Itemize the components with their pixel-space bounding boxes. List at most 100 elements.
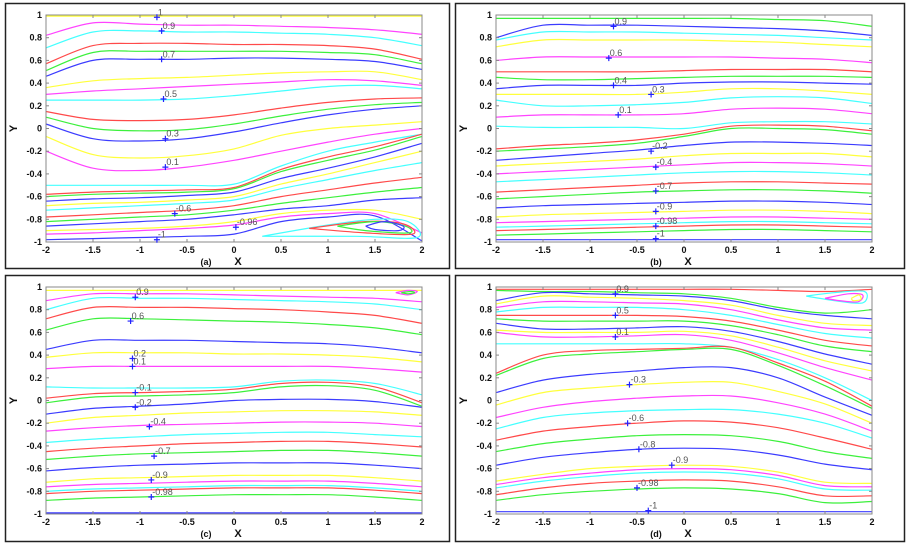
streamline (45, 150, 423, 207)
x-tick-label: -1.5 (85, 245, 101, 255)
y-tick-label: 0.2 (29, 373, 42, 383)
contour-label-marker (158, 27, 165, 34)
streamline (495, 120, 873, 130)
contour-label-marker (615, 111, 622, 118)
contour-label-marker (648, 148, 655, 155)
contour-label-marker (605, 55, 612, 62)
streamline (495, 23, 873, 39)
y-tick-label: -0.6 (26, 464, 42, 474)
contour-label-marker (146, 423, 153, 430)
streamline (45, 421, 423, 432)
x-tick-label: -0.5 (629, 245, 645, 255)
y-tick-label: -0.4 (26, 441, 42, 451)
contour-label-marker (634, 484, 640, 491)
y-tick-label: 0 (37, 396, 42, 406)
streamline (45, 133, 423, 195)
y-tick-label: -0.2 (476, 418, 492, 428)
streamline (495, 200, 873, 209)
x-axis-label: X (684, 256, 692, 268)
contour-label: 0.6 (610, 48, 623, 58)
contour-label-marker (668, 462, 675, 469)
streamline (495, 75, 873, 81)
panel-border (4, 2, 451, 270)
streamline (495, 329, 873, 372)
y-tick-label: 0.6 (479, 55, 492, 65)
streamline (45, 135, 423, 198)
recirculation-loop (401, 290, 416, 295)
contour-label: -1 (158, 230, 166, 240)
streamline (45, 162, 423, 211)
streamline (45, 487, 423, 495)
y-tick-label: 0.2 (479, 101, 492, 111)
contour-label-marker (635, 446, 642, 453)
contour-label: -0.3 (630, 375, 646, 385)
streamline (495, 220, 873, 228)
contour-label: -0.1 (136, 383, 152, 393)
y-tick-label: 0.6 (29, 55, 42, 65)
y-tick-label: -0.8 (26, 486, 42, 496)
x-tick-label: -0.5 (629, 517, 645, 527)
recirculation-loop (806, 290, 868, 304)
recirculation-loop (309, 220, 416, 236)
contour-label-marker (652, 223, 659, 230)
streamline (495, 289, 873, 314)
y-tick-label: 0 (487, 124, 492, 134)
contour-label-marker (129, 355, 136, 362)
y-tick-label: -0.4 (476, 169, 492, 179)
contour-label: -1 (657, 229, 665, 239)
streamline (45, 21, 423, 36)
x-tick-label: 1 (325, 245, 330, 255)
contour-label: 0.3 (652, 84, 665, 94)
streamline (45, 101, 423, 132)
streamline (46, 84, 423, 101)
chart-panel-a: -2 -1.5 -1 -0.5 0 0.5 1 1.5 2 -1 -0.8 -0.6 -0.4 -0.2 0… (4, 2, 451, 270)
y-tick-label: 0.4 (479, 78, 492, 88)
x-tick-label: 2 (419, 517, 424, 527)
x-tick-label: -0.5 (179, 517, 195, 527)
y-tick-label: -0.8 (26, 214, 42, 224)
y-axis-label: Y (8, 124, 20, 132)
x-tick-label: 0 (231, 245, 236, 255)
panel-label: (d) (650, 529, 662, 539)
y-tick-label: 0.6 (29, 327, 42, 337)
streamline (45, 365, 423, 373)
streamline (45, 142, 423, 202)
streamline (45, 431, 423, 444)
panel-label: (c) (201, 529, 212, 539)
y-tick-label: -0.2 (26, 146, 42, 156)
y-tick-label: 0 (487, 396, 492, 406)
streamline (45, 292, 423, 303)
y-tick-label: 0.2 (479, 373, 492, 383)
contour-label: -0.96 (237, 217, 258, 227)
streamline (45, 449, 423, 461)
y-tick-label: -0.4 (476, 441, 492, 451)
contour-label: -0.6 (629, 413, 645, 423)
streamline (45, 339, 423, 354)
x-tick-label: 1.5 (819, 245, 832, 255)
streamline (495, 347, 873, 409)
streamline (496, 314, 873, 347)
streamline (45, 211, 423, 235)
streamline (495, 17, 873, 27)
streamline (45, 121, 423, 159)
contour-label-marker (610, 23, 617, 30)
y-tick-label: -1 (484, 509, 492, 519)
streamline (495, 420, 873, 450)
streamline (495, 291, 873, 320)
streamline (45, 440, 423, 453)
contour-label: -1 (649, 501, 657, 511)
streamline (495, 322, 873, 365)
y-tick-label: 0.4 (29, 350, 42, 360)
x-tick-label: -0.5 (179, 245, 195, 255)
x-tick-label: -1.5 (535, 245, 551, 255)
y-tick-label: 1 (487, 282, 492, 292)
x-tick-label: 0 (681, 517, 686, 527)
contour-label-marker (626, 381, 633, 388)
contour-label-marker (232, 224, 239, 231)
streamline (45, 127, 423, 172)
streamline (45, 474, 423, 483)
contour-label: 0.1 (619, 105, 632, 115)
streamline (45, 57, 423, 77)
x-axis-label: X (234, 256, 242, 268)
